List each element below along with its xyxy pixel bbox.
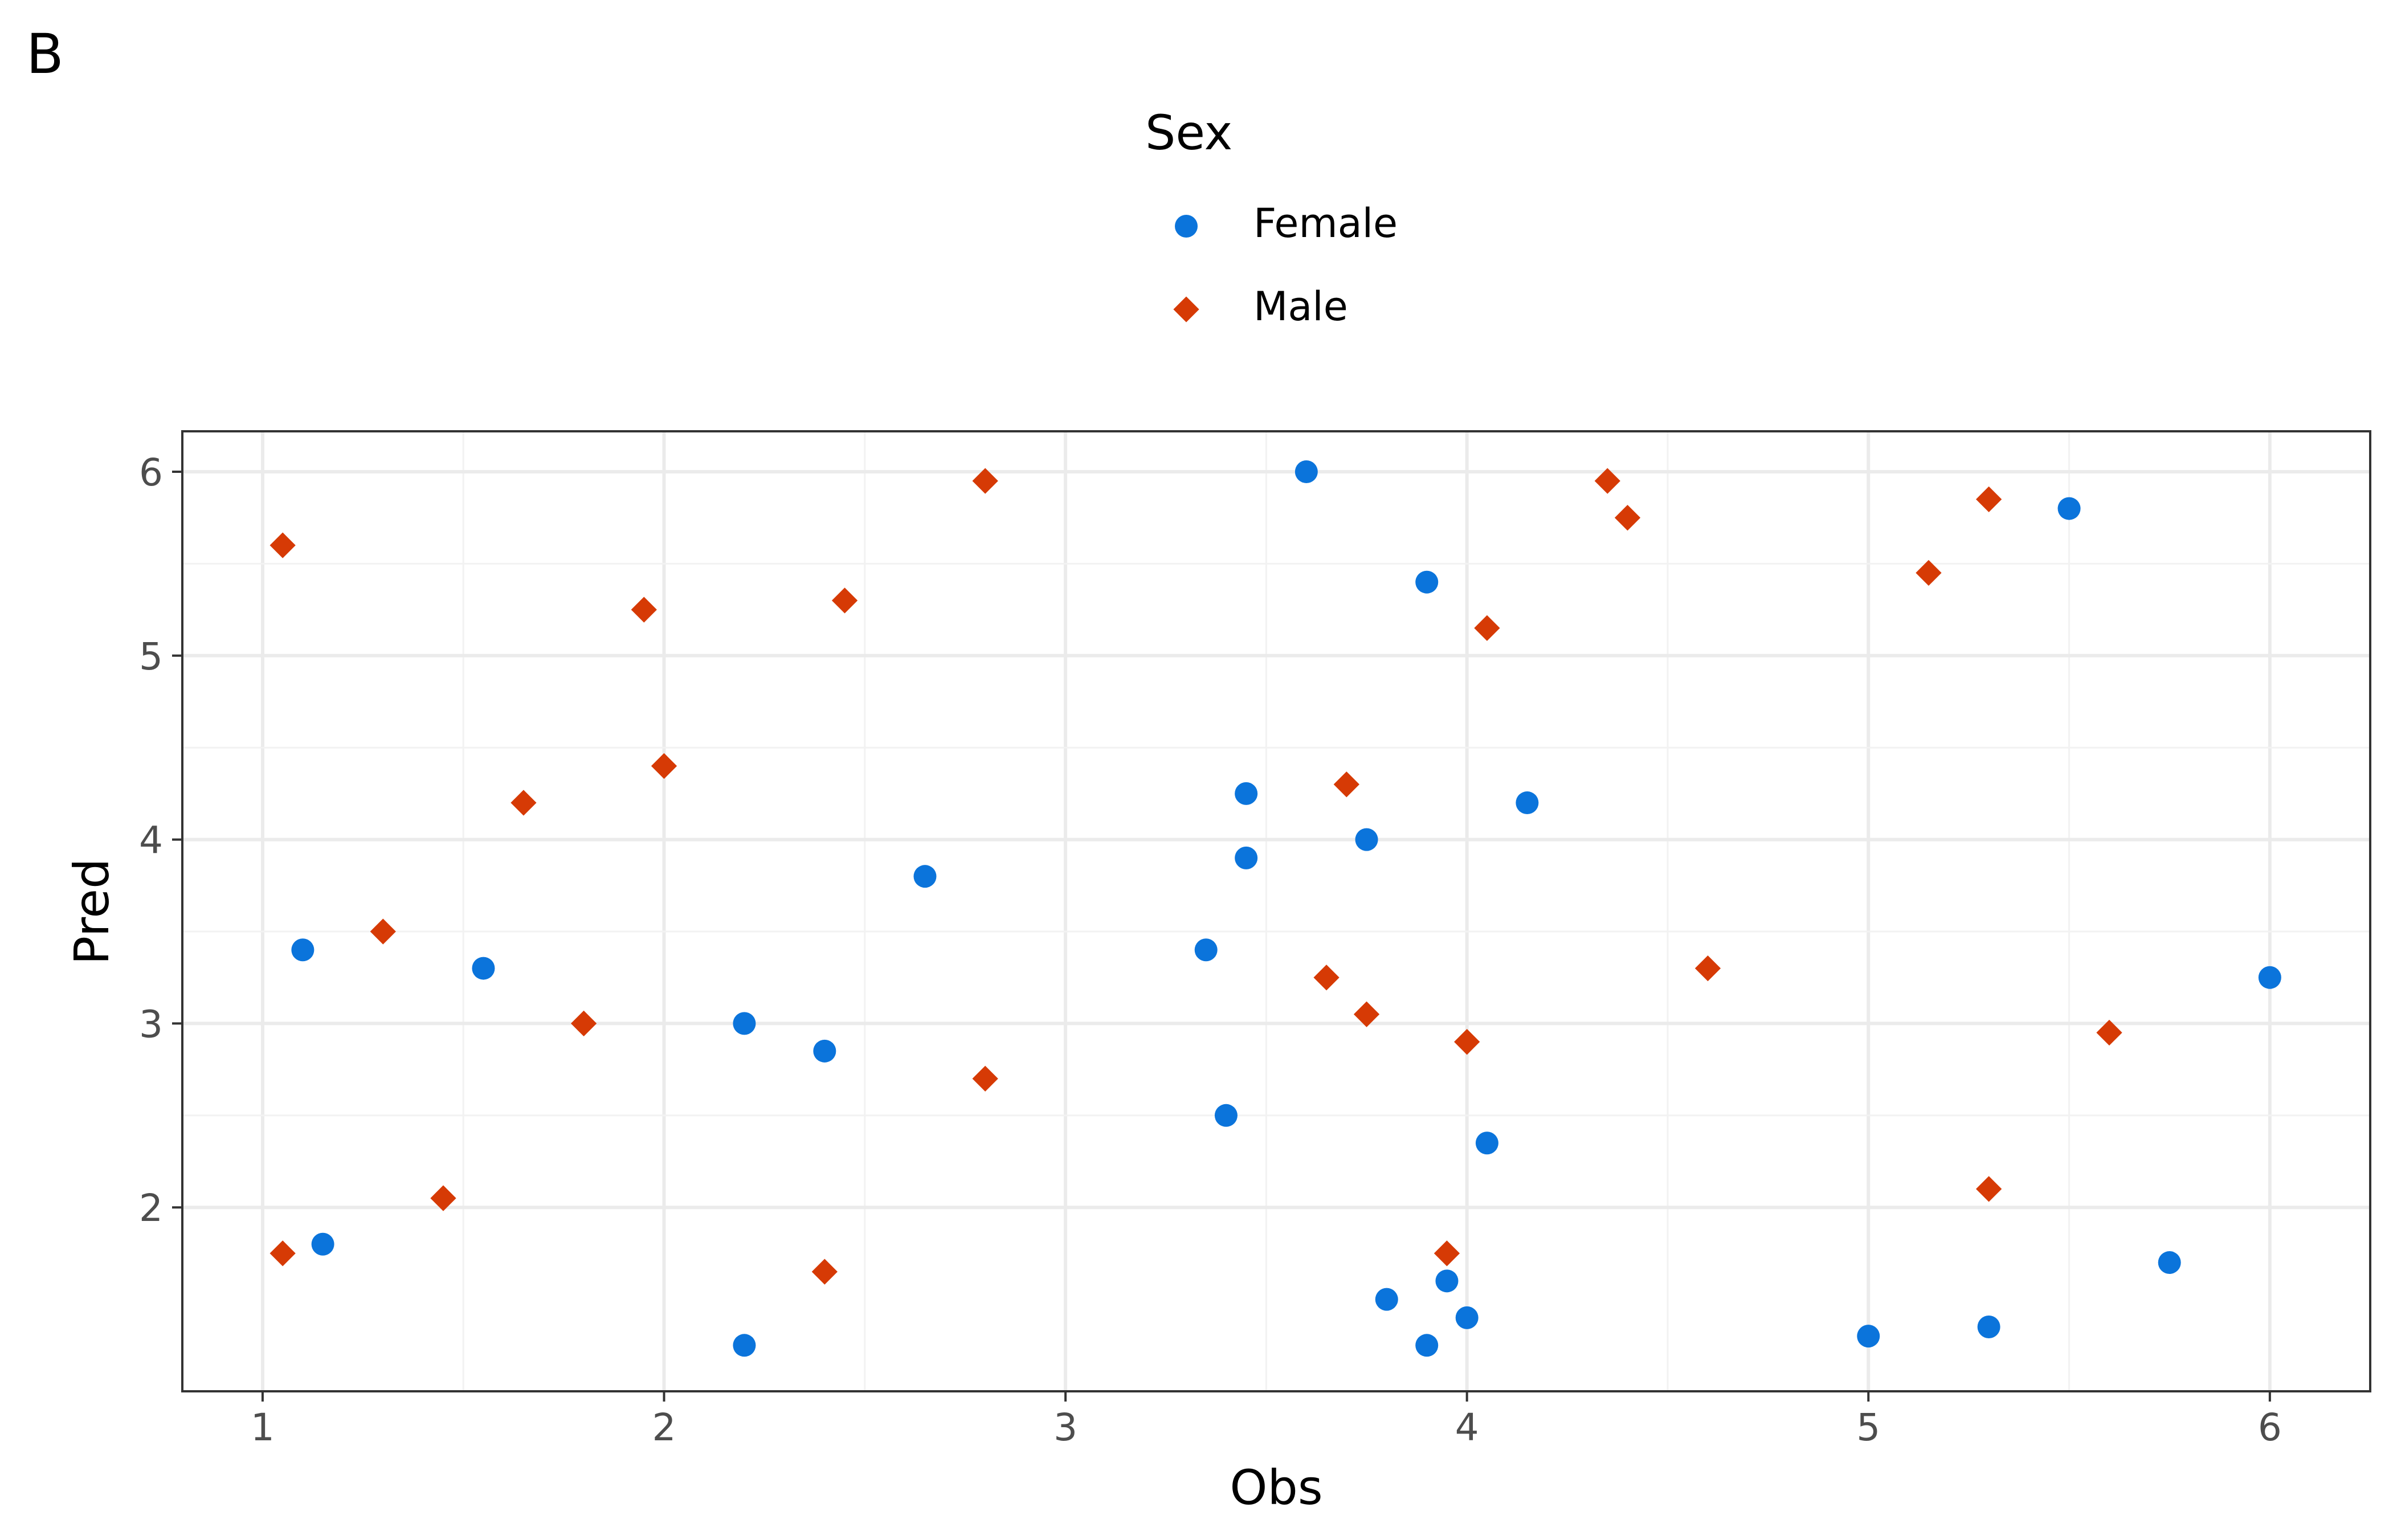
plot-panel: 1 2 3 4 5 6 2 3 4 5 6 (139, 430, 2371, 1449)
data-point-male (430, 1185, 456, 1211)
data-point-male (1976, 1176, 2002, 1202)
data-point-female (733, 1334, 756, 1357)
data-point-female (813, 1039, 836, 1063)
panel-label: B (26, 22, 64, 86)
data-point-female (1235, 846, 1258, 869)
data-point-female (913, 865, 937, 888)
data-point-male (1454, 1029, 1480, 1055)
legend: Sex Female Male (1145, 105, 1398, 330)
data-point-male (511, 790, 537, 816)
data-point-male (631, 597, 657, 623)
legend-key-female-icon (1175, 215, 1198, 238)
data-point-male (1614, 505, 1641, 531)
plot-border (181, 430, 2371, 1392)
y-axis-title: Pred (64, 859, 120, 965)
data-point-male (1434, 1240, 1460, 1267)
y-tick-label: 6 (139, 451, 163, 495)
data-point-male (370, 918, 396, 945)
series-female (291, 460, 2281, 1357)
legend-item-female: Female (1175, 200, 1398, 247)
data-point-female (1455, 1306, 1479, 1329)
data-point-female (311, 1232, 334, 1256)
data-point-male (1594, 468, 1620, 494)
x-tick-label: 6 (2258, 1406, 2282, 1449)
data-point-female (472, 957, 495, 980)
data-point-female (1355, 828, 1378, 851)
data-point-male (972, 1065, 998, 1092)
data-point-male (651, 753, 677, 779)
data-point-male (1916, 559, 1942, 586)
data-point-male (570, 1010, 597, 1037)
x-tick-label: 4 (1455, 1406, 1479, 1449)
data-point-female (1294, 460, 1318, 484)
data-point-male (1694, 955, 1721, 982)
data-point-male (972, 468, 998, 494)
data-point-male (1976, 486, 2002, 513)
data-point-female (2057, 497, 2081, 520)
y-tick-label: 4 (139, 819, 163, 863)
data-point-female (733, 1012, 756, 1035)
data-point-female (1415, 570, 1439, 594)
data-point-female (1516, 791, 1539, 815)
data-point-female (2258, 966, 2281, 989)
data-point-female (1857, 1325, 1880, 1348)
x-tick-label: 2 (652, 1406, 676, 1449)
y-gridlines (182, 470, 2370, 1210)
data-point-male (1353, 1001, 1380, 1027)
data-point-female (291, 938, 315, 962)
data-point-female (1375, 1288, 1398, 1311)
data-point-male (2096, 1019, 2122, 1046)
plot-area (182, 431, 2370, 1391)
data-point-female (1235, 782, 1258, 805)
data-point-male (811, 1259, 838, 1285)
data-point-female (1415, 1334, 1439, 1357)
y-axis-ticks: 2 3 4 5 6 (139, 451, 182, 1230)
y-tick-label: 2 (139, 1186, 163, 1230)
data-point-male (1313, 965, 1340, 991)
data-point-female (1435, 1269, 1459, 1293)
x-tick-label: 1 (251, 1406, 275, 1449)
x-axis-ticks: 1 2 3 4 5 6 (251, 1391, 2282, 1449)
x-axis-title: Obs (1230, 1460, 1322, 1516)
legend-label-female: Female (1253, 200, 1398, 247)
data-point-female (1194, 938, 1218, 962)
legend-title: Sex (1145, 105, 1232, 161)
x-tick-label: 3 (1053, 1406, 1077, 1449)
x-gridlines (260, 431, 2272, 1391)
series-male (269, 468, 2122, 1285)
data-point-male (831, 587, 858, 614)
data-point-female (1475, 1131, 1498, 1155)
data-point-male (1474, 615, 1500, 642)
legend-key-male-icon (1173, 296, 1199, 322)
y-tick-label: 5 (139, 635, 163, 679)
legend-item-male: Male (1173, 283, 1348, 330)
x-tick-label: 5 (1856, 1406, 1880, 1449)
data-point-female (1214, 1104, 1238, 1127)
data-point-male (1333, 771, 1359, 798)
legend-label-male: Male (1253, 283, 1348, 330)
data-point-female (2158, 1251, 2181, 1275)
data-point-female (1977, 1316, 2000, 1339)
y-tick-label: 3 (139, 1002, 163, 1046)
